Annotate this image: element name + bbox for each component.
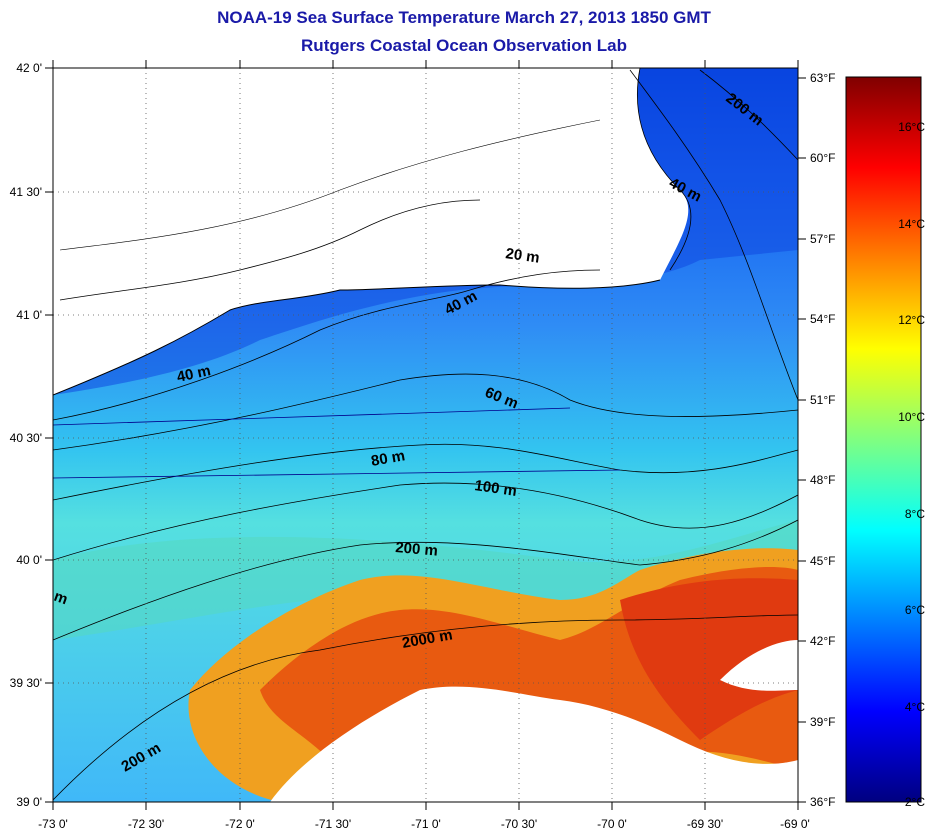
coastline-cape-cod: [637, 68, 692, 271]
celsius-label: 8°C: [905, 507, 925, 521]
map-subtitle: Rutgers Coastal Ocean Observation Lab: [301, 36, 627, 55]
contour-40m: [53, 269, 601, 421]
lat-label: 42 0': [16, 61, 42, 75]
lat-label: 39 30': [10, 676, 42, 690]
celsius-label: 2°C: [905, 795, 925, 809]
cloud-mask: [270, 686, 798, 802]
celsius-label: 6°C: [905, 603, 925, 617]
lon-label: -72 30': [128, 817, 164, 831]
contour-2000m: [53, 614, 798, 801]
lon-label: -72 0': [225, 817, 255, 831]
lon-label: -70 30': [501, 817, 537, 831]
track-line-1: [53, 407, 571, 426]
longitude-labels: -73 0' -72 30' -72 0' -71 30' -71 0' -70…: [38, 817, 810, 831]
fahrenheit-label: 51°F: [810, 393, 835, 407]
contour-60m: [53, 373, 798, 451]
lon-label: -73 0': [38, 817, 68, 831]
coastline-mainland: [53, 279, 661, 396]
fahrenheit-label: 36°F: [810, 795, 835, 809]
fahrenheit-label: 60°F: [810, 151, 835, 165]
fahrenheit-label: 39°F: [810, 715, 835, 729]
graticule: [53, 68, 798, 802]
contour-label-200m-mid: 200 m: [395, 539, 439, 560]
contour-label-40m-west: 40 m: [175, 362, 212, 386]
celsius-label: 10°C: [898, 410, 925, 424]
lon-label: -71 30': [315, 817, 351, 831]
land-mass: [53, 68, 689, 395]
contour-80m: [53, 443, 798, 501]
warm-core-eddy: [620, 578, 798, 740]
fahrenheit-label: 48°F: [810, 473, 835, 487]
contour-labels: 200 m 40 m 20 m 40 m 40 m 60 m 80 m 100 …: [52, 90, 767, 776]
coastline-long-island: [59, 199, 481, 301]
contour-label-100m: 100 m: [473, 477, 517, 500]
lon-label: -69 30': [687, 817, 723, 831]
lat-label: 41 0': [16, 308, 42, 322]
colorbar: [845, 76, 922, 803]
contour-200m: [53, 519, 798, 641]
fahrenheit-label: 63°F: [810, 71, 835, 85]
contour-label-edge: m: [52, 588, 70, 609]
map-title: NOAA-19 Sea Surface Temperature March 27…: [217, 8, 711, 27]
coastline-connecticut: [59, 119, 601, 251]
contour-label-20m: 20 m: [504, 245, 540, 267]
tick-marks: [45, 60, 806, 810]
fahrenheit-labels: 63°F 60°F 57°F 54°F 51°F 48°F 45°F 42°F …: [810, 71, 835, 809]
celsius-label: 12°C: [898, 313, 925, 327]
lat-label: 40 0': [16, 553, 42, 567]
contour-east-shelf: [629, 69, 798, 401]
celsius-labels: 16°C 14°C 12°C 10°C 8°C 6°C 4°C 2°C: [898, 120, 925, 809]
celsius-label: 14°C: [898, 217, 925, 231]
celsius-label: 4°C: [905, 700, 925, 714]
latitude-labels: 42 0' 41 30' 41 0' 40 30' 40 0' 39 30' 3…: [10, 61, 42, 809]
contour-east-200m: [699, 69, 798, 161]
fahrenheit-label: 54°F: [810, 312, 835, 326]
fahrenheit-label: 45°F: [810, 554, 835, 568]
celsius-label: 16°C: [898, 120, 925, 134]
sst-field: [53, 68, 798, 802]
contour-label-80m: 80 m: [370, 447, 407, 470]
contour-100m: [53, 482, 798, 561]
lat-label: 40 30': [10, 431, 42, 445]
colorbar-gradient: [846, 77, 921, 802]
fahrenheit-label: 57°F: [810, 232, 835, 246]
lon-label: -69 0': [780, 817, 810, 831]
fahrenheit-label: 42°F: [810, 634, 835, 648]
lat-label: 41 30': [10, 185, 42, 199]
colorbar-frame: [845, 76, 922, 803]
cloud-mask-east: [720, 640, 798, 691]
lon-label: -71 0': [411, 817, 441, 831]
lon-label: -70 0': [597, 817, 627, 831]
track-line-2: [53, 469, 621, 479]
lat-label: 39 0': [16, 795, 42, 809]
